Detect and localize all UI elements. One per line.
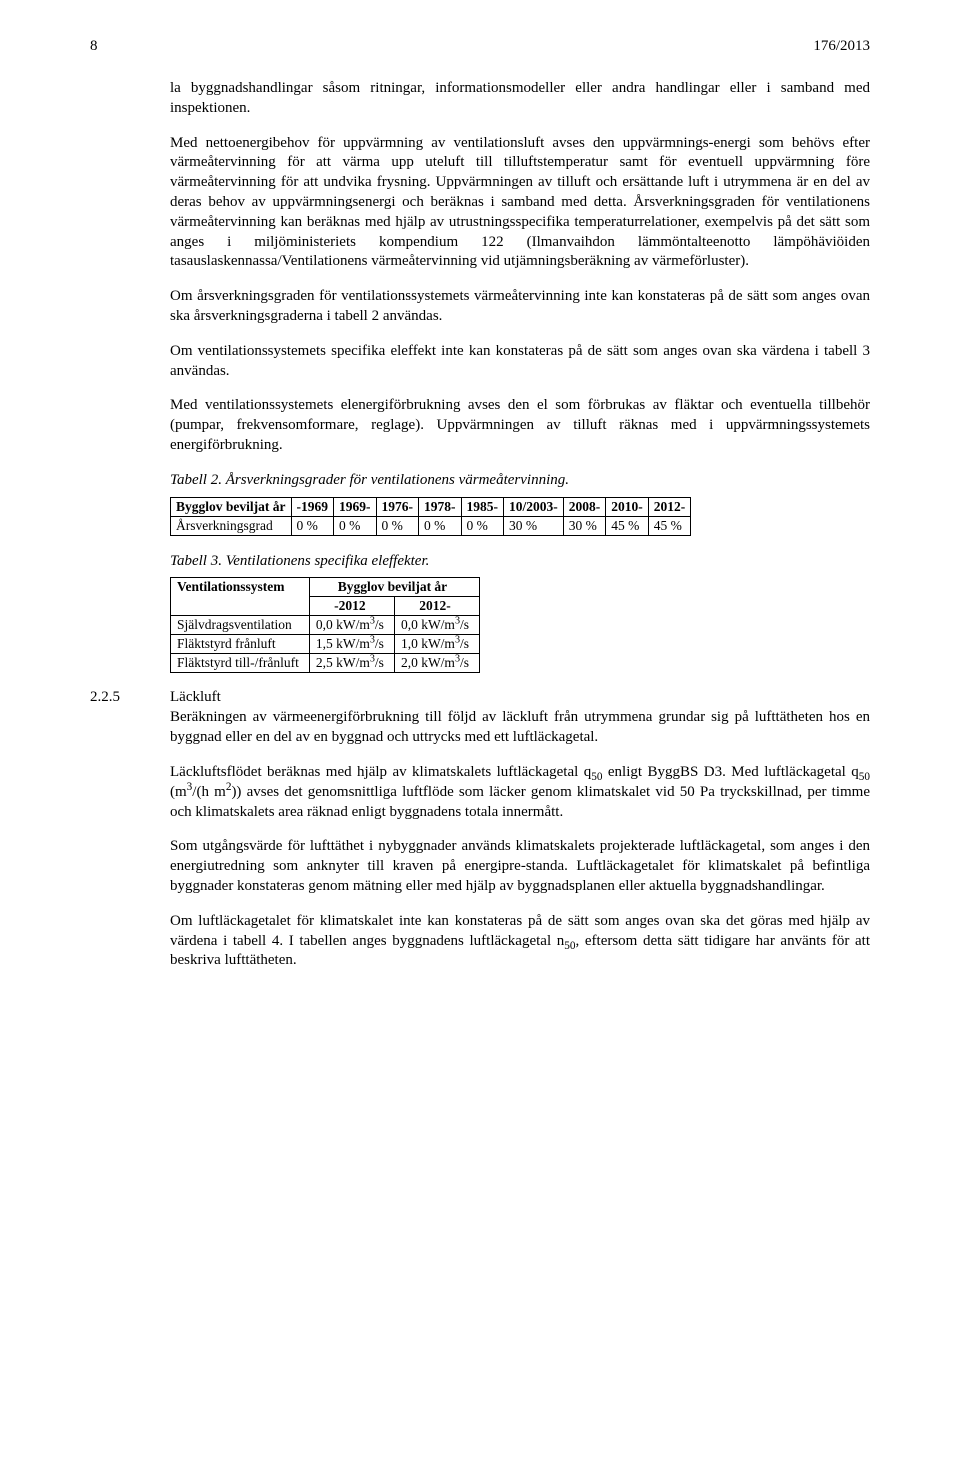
unit-suffix: /s xyxy=(460,617,469,632)
section-title: Läckluft xyxy=(170,689,221,706)
subscript: 50 xyxy=(564,940,575,952)
table-cell: 45 % xyxy=(648,516,691,535)
page-number: 8 xyxy=(90,38,110,55)
paragraph: Med nettoenergibehov för uppvärmning av … xyxy=(170,134,870,273)
subscript: 50 xyxy=(591,771,602,783)
table-header-cell: -1969 xyxy=(291,497,334,516)
doc-reference: 176/2013 xyxy=(813,38,870,55)
content-block: Beräkningen av värmeenergiförbrukning ti… xyxy=(170,708,870,971)
table-header-cell: 1978- xyxy=(419,497,462,516)
table-cell: 30 % xyxy=(563,516,606,535)
table-caption: Tabell 3. Ventilationens specifika eleff… xyxy=(170,552,870,572)
table-header-cell: 2010- xyxy=(606,497,649,516)
text-run: Läckluftsflödet beräknas med hjälp av kl… xyxy=(170,764,591,780)
table-3: Ventilationssystem Bygglov beviljat år -… xyxy=(170,577,480,673)
table-cell: 1,5 kW/m3/s xyxy=(309,635,394,654)
table-caption: Tabell 2. Årsverkningsgrader för ventila… xyxy=(170,471,870,491)
table-cell: 0 % xyxy=(334,516,377,535)
text-run: /(h m xyxy=(192,784,226,800)
table-cell: 30 % xyxy=(504,516,564,535)
text-run: enligt ByggBS D3. Med luftläckagetal q xyxy=(602,764,858,780)
paragraph: Om årsverkningsgraden för ventilationssy… xyxy=(170,287,870,327)
table-row: Bygglov beviljat år -1969 1969- 1976- 19… xyxy=(171,497,691,516)
table-header-cell: Bygglov beviljat år xyxy=(171,497,292,516)
table-cell: Fläktstyrd till-/frånluft xyxy=(171,654,310,673)
section-number: 2.2.5 xyxy=(90,689,142,706)
table-cell: 0 % xyxy=(461,516,504,535)
table-header-cell: 2008- xyxy=(563,497,606,516)
paragraph: Om ventilationssystemets specifika eleff… xyxy=(170,342,870,382)
paragraph: Med ventilationssystemets elenergiförbru… xyxy=(170,396,870,455)
table-cell: 0 % xyxy=(419,516,462,535)
paragraph: Som utgångsvärde för lufttäthet i nybygg… xyxy=(170,837,870,896)
table-row: Fläktstyrd till-/frånluft 2,5 kW/m3/s 2,… xyxy=(171,654,480,673)
cell-value: 2,0 kW/m xyxy=(401,655,455,670)
table-cell: 0,0 kW/m3/s xyxy=(394,616,479,635)
paragraph: Läckluftsflödet beräknas med hjälp av kl… xyxy=(170,763,870,822)
table-header-cell: 10/2003- xyxy=(504,497,564,516)
table-cell: 2,0 kW/m3/s xyxy=(394,654,479,673)
table-row: Ventilationssystem Bygglov beviljat år xyxy=(171,578,480,597)
subscript: 50 xyxy=(859,771,870,783)
table-row: Årsverkningsgrad 0 % 0 % 0 % 0 % 0 % 30 … xyxy=(171,516,691,535)
table-cell: Fläktstyrd frånluft xyxy=(171,635,310,654)
cell-value: 0,0 kW/m xyxy=(316,617,370,632)
table-cell: Självdragsventilation xyxy=(171,616,310,635)
page: 8 176/2013 la byggnadshandlingar såsom r… xyxy=(0,0,960,1036)
paragraph: la byggnadshandlingar såsom ritningar, i… xyxy=(170,79,870,119)
section-heading: 2.2.5 Läckluft xyxy=(90,689,870,706)
table-row: Självdragsventilation 0,0 kW/m3/s 0,0 kW… xyxy=(171,616,480,635)
table-header-cell: Bygglov beviljat år xyxy=(309,578,479,597)
table-row: Fläktstyrd frånluft 1,5 kW/m3/s 1,0 kW/m… xyxy=(171,635,480,654)
table-cell: 0 % xyxy=(376,516,419,535)
table-header-cell: -2012 xyxy=(309,597,394,616)
cell-value: 1,0 kW/m xyxy=(401,636,455,651)
table-cell: 1,0 kW/m3/s xyxy=(394,635,479,654)
table-header-cell: 1969- xyxy=(334,497,377,516)
page-header: 8 176/2013 xyxy=(90,38,870,55)
table-2: Bygglov beviljat år -1969 1969- 1976- 19… xyxy=(170,497,691,536)
unit-suffix: /s xyxy=(375,617,384,632)
table-cell: 45 % xyxy=(606,516,649,535)
table-header-cell: 2012- xyxy=(394,597,479,616)
table-header-cell: 2012- xyxy=(648,497,691,516)
table-cell: Årsverkningsgrad xyxy=(171,516,292,535)
cell-value: 2,5 kW/m xyxy=(316,655,370,670)
text-run: (m xyxy=(170,784,187,800)
table-cell: 0 % xyxy=(291,516,334,535)
table-cell: 2,5 kW/m3/s xyxy=(309,654,394,673)
unit-suffix: /s xyxy=(375,655,384,670)
table-header-cell: 1976- xyxy=(376,497,419,516)
table-header-cell: 1985- xyxy=(461,497,504,516)
content-block: la byggnadshandlingar såsom ritningar, i… xyxy=(170,79,870,673)
unit-suffix: /s xyxy=(460,636,469,651)
unit-suffix: /s xyxy=(375,636,384,651)
unit-suffix: /s xyxy=(460,655,469,670)
paragraph: Om luftläckagetalet för klimatskalet int… xyxy=(170,912,870,971)
table-cell: 0,0 kW/m3/s xyxy=(309,616,394,635)
text-run: )) avses det genomsnittliga luftflöde so… xyxy=(170,784,870,820)
table-header-cell: Ventilationssystem xyxy=(171,578,310,616)
cell-value: 0,0 kW/m xyxy=(401,617,455,632)
cell-value: 1,5 kW/m xyxy=(316,636,370,651)
paragraph: Beräkningen av värmeenergiförbrukning ti… xyxy=(170,708,870,748)
